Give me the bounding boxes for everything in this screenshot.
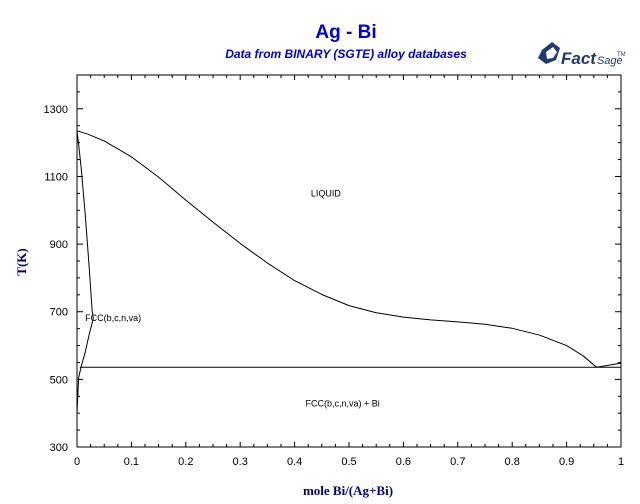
x-tick-label-0-8: 0.8 xyxy=(505,456,520,468)
svg-text:FactSage: FactSage xyxy=(561,49,623,68)
factsage-logo: FactSage TM xyxy=(538,42,626,68)
region-labels: LIQUID FCC(b,c,n,va) FCC(b,c,n,va) + Bi xyxy=(85,189,380,409)
x-tick-label-0-1: 0.1 xyxy=(124,456,139,468)
chart-title: Ag - Bi xyxy=(315,22,376,43)
series-solvus xyxy=(76,318,94,414)
x-tick-label-0-3: 0.3 xyxy=(233,456,248,468)
chart-subtitle: Data from BINARY (SGTE) alloy databases xyxy=(225,47,467,61)
axis-ticks xyxy=(76,75,622,448)
series-liquidus xyxy=(76,130,622,368)
region-label-fcc-bi: FCC(b,c,n,va) + Bi xyxy=(305,398,379,408)
x-tick-label-1: 1 xyxy=(618,456,624,468)
x-tick-label-0-5: 0.5 xyxy=(341,456,356,468)
y-tick-label-1300: 1300 xyxy=(44,104,68,116)
factsage-logo-icon xyxy=(538,42,560,64)
logo-text-main: Fact xyxy=(561,49,597,68)
y-tick-labels: 300 500 700 900 1100 1300 xyxy=(44,104,68,454)
y-tick-label-1100: 1100 xyxy=(44,171,68,183)
series-solidus xyxy=(76,130,94,319)
region-label-fcc: FCC(b,c,n,va) xyxy=(85,313,141,323)
plot-frame xyxy=(76,74,622,448)
logo-trademark: TM xyxy=(617,52,626,58)
region-label-liquid: LIQUID xyxy=(311,189,342,199)
x-tick-labels: 0 0.1 0.2 0.3 0.4 0.5 0.6 0.7 0.8 0.9 1 xyxy=(74,456,624,468)
x-tick-label-0-9: 0.9 xyxy=(559,456,574,468)
y-tick-label-700: 700 xyxy=(50,307,68,319)
x-tick-label-0-2: 0.2 xyxy=(178,456,193,468)
x-tick-label-0-6: 0.6 xyxy=(396,456,411,468)
x-tick-label-0: 0 xyxy=(74,456,80,468)
y-axis-label: T(K) xyxy=(14,248,29,275)
y-tick-label-500: 500 xyxy=(50,374,68,386)
x-tick-label-0-7: 0.7 xyxy=(450,456,465,468)
logo-text-sub: Sage xyxy=(597,55,623,67)
y-tick-label-900: 900 xyxy=(50,239,68,251)
x-axis-label: mole Bi/(Ag+Bi) xyxy=(303,483,393,498)
y-tick-label-300: 300 xyxy=(50,442,68,454)
phase-boundaries xyxy=(76,130,622,414)
x-tick-label-0-4: 0.4 xyxy=(287,456,302,468)
